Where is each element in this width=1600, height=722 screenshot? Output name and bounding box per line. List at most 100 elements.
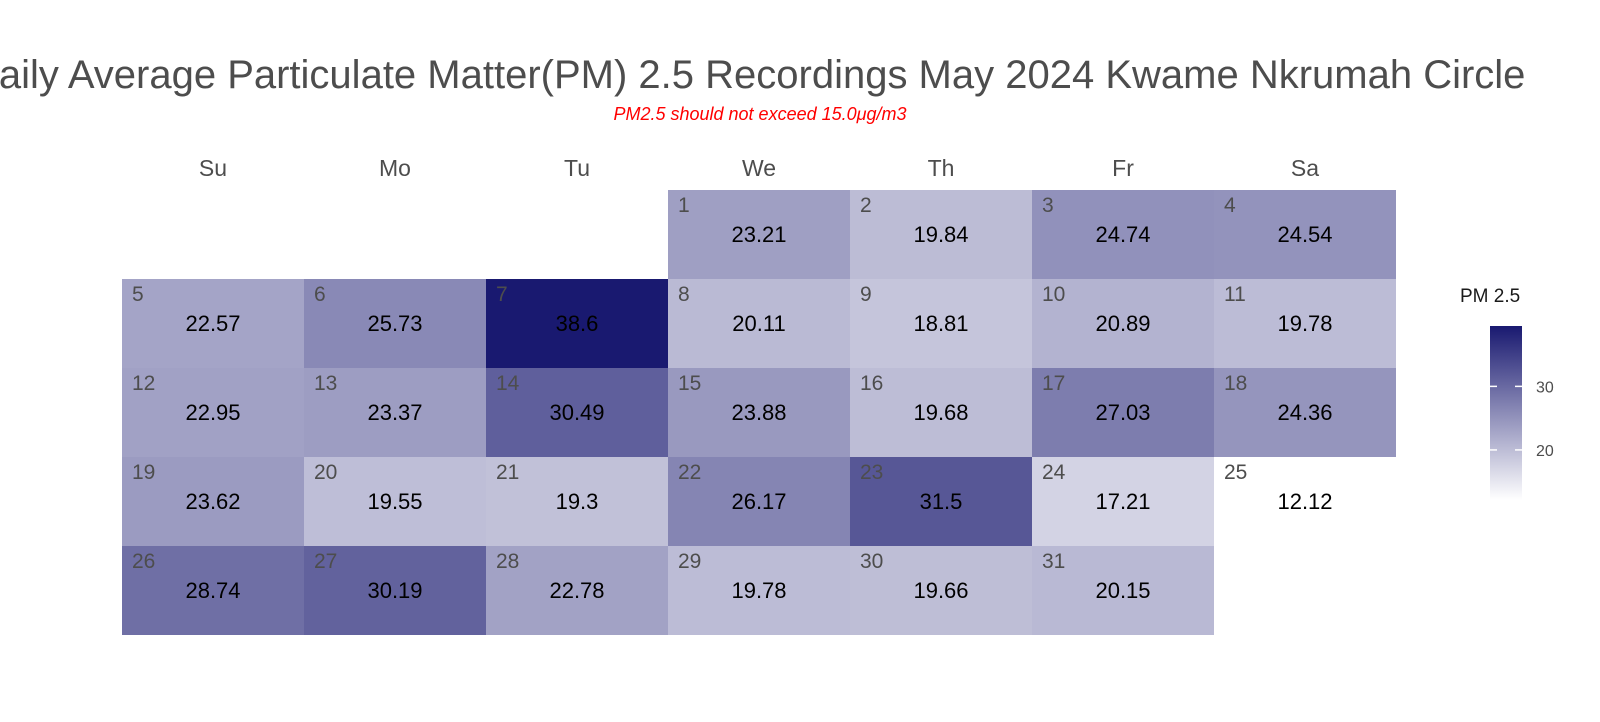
day-number-6: 6 <box>314 283 326 306</box>
day-cell-22 <box>668 457 850 546</box>
day-value-22: 26.17 <box>731 489 786 514</box>
day-cell-7 <box>486 279 668 368</box>
day-cell-15 <box>668 368 850 457</box>
day-cell-6 <box>304 279 486 368</box>
day-value-21: 19.3 <box>556 489 599 514</box>
day-value-1: 23.21 <box>731 222 786 247</box>
day-value-19: 23.62 <box>185 489 240 514</box>
day-number-27: 27 <box>314 550 337 573</box>
day-number-7: 7 <box>496 283 508 306</box>
day-cell-26 <box>122 546 304 635</box>
day-value-20: 19.55 <box>367 489 422 514</box>
day-number-5: 5 <box>132 283 144 306</box>
chart-subtitle: PM2.5 should not exceed 15.0μg/m3 <box>613 104 907 124</box>
day-cell-18 <box>1214 368 1396 457</box>
day-number-30: 30 <box>860 550 883 573</box>
day-value-2: 19.84 <box>913 222 968 247</box>
day-number-21: 21 <box>496 461 519 484</box>
day-number-14: 14 <box>496 372 520 395</box>
day-number-15: 15 <box>678 372 701 395</box>
day-number-8: 8 <box>678 283 690 306</box>
day-cell-28 <box>486 546 668 635</box>
day-cell-16 <box>850 368 1032 457</box>
weekday-label-fr: Fr <box>1112 155 1134 181</box>
day-cell-27 <box>304 546 486 635</box>
day-number-16: 16 <box>860 372 883 395</box>
day-value-3: 24.74 <box>1095 222 1150 247</box>
weekday-label-th: Th <box>928 155 955 181</box>
day-value-27: 30.19 <box>367 578 422 603</box>
day-value-14: 30.49 <box>549 400 604 425</box>
day-value-9: 18.81 <box>913 311 968 336</box>
day-cell-21 <box>486 457 668 546</box>
day-value-24: 17.21 <box>1095 489 1150 514</box>
day-number-26: 26 <box>132 550 155 573</box>
day-cell-11 <box>1214 279 1396 368</box>
day-number-4: 4 <box>1224 194 1236 217</box>
day-value-5: 22.57 <box>185 311 240 336</box>
day-value-29: 19.78 <box>731 578 786 603</box>
day-cell-14 <box>486 368 668 457</box>
day-number-24: 24 <box>1042 461 1066 484</box>
day-cell-23 <box>850 457 1032 546</box>
day-cell-8 <box>668 279 850 368</box>
day-number-13: 13 <box>314 372 337 395</box>
day-number-22: 22 <box>678 461 701 484</box>
day-value-26: 28.74 <box>185 578 240 603</box>
day-number-20: 20 <box>314 461 337 484</box>
day-value-28: 22.78 <box>549 578 604 603</box>
day-cell-31 <box>1032 546 1214 635</box>
chart-title-text: Daily Average Particulate Matter(PM) 2.5… <box>0 53 1526 97</box>
day-value-13: 23.37 <box>367 400 422 425</box>
day-value-30: 19.66 <box>913 578 968 603</box>
weekday-label-mo: Mo <box>379 155 411 181</box>
day-value-15: 23.88 <box>731 400 786 425</box>
day-cell-19 <box>122 457 304 546</box>
day-cell-10 <box>1032 279 1214 368</box>
legend-tick-label-30: 30 <box>1536 379 1554 396</box>
day-cell-20 <box>304 457 486 546</box>
day-value-12: 22.95 <box>185 400 240 425</box>
day-value-7: 38.6 <box>556 311 599 336</box>
day-cell-3 <box>1032 190 1214 279</box>
chart-title: Daily Average Particulate Matter(PM) 2.5… <box>0 50 1600 100</box>
day-number-23: 23 <box>860 461 883 484</box>
day-value-31: 20.15 <box>1095 578 1150 603</box>
day-cell-9 <box>850 279 1032 368</box>
weekday-label-tu: Tu <box>564 155 590 181</box>
day-cell-12 <box>122 368 304 457</box>
weekday-label-su: Su <box>199 155 227 181</box>
day-value-4: 24.54 <box>1277 222 1332 247</box>
day-number-17: 17 <box>1042 372 1065 395</box>
day-cell-30 <box>850 546 1032 635</box>
day-number-3: 3 <box>1042 194 1054 217</box>
day-value-6: 25.73 <box>367 311 422 336</box>
legend-colorbar <box>1490 326 1522 500</box>
day-number-19: 19 <box>132 461 155 484</box>
day-number-18: 18 <box>1224 372 1247 395</box>
weekday-label-we: We <box>742 155 776 181</box>
day-number-29: 29 <box>678 550 701 573</box>
day-number-31: 31 <box>1042 550 1065 573</box>
day-value-17: 27.03 <box>1095 400 1150 425</box>
legend-tick-label-20: 20 <box>1536 443 1554 460</box>
day-cell-29 <box>668 546 850 635</box>
day-number-28: 28 <box>496 550 519 573</box>
day-number-9: 9 <box>860 283 872 306</box>
day-cell-4 <box>1214 190 1396 279</box>
day-cell-5 <box>122 279 304 368</box>
calendar-cells: 1 23.21 2 19.84 3 24.74 4 24.54 5 22.57 6 25.73 7 38.… <box>122 190 1396 635</box>
day-value-25: 12.12 <box>1277 489 1332 514</box>
day-cell-25 <box>1214 457 1396 546</box>
day-cell-2 <box>850 190 1032 279</box>
day-value-11: 19.78 <box>1277 311 1332 336</box>
weekday-labels: Su Mo Tu We Th Fr Sa <box>199 155 1319 181</box>
day-number-12: 12 <box>132 372 155 395</box>
day-value-10: 20.89 <box>1095 311 1150 336</box>
day-number-1: 1 <box>678 194 690 217</box>
day-value-16: 19.68 <box>913 400 968 425</box>
day-value-18: 24.36 <box>1277 400 1332 425</box>
legend-title: PM 2.5 <box>1460 286 1521 307</box>
day-number-10: 10 <box>1042 283 1065 306</box>
